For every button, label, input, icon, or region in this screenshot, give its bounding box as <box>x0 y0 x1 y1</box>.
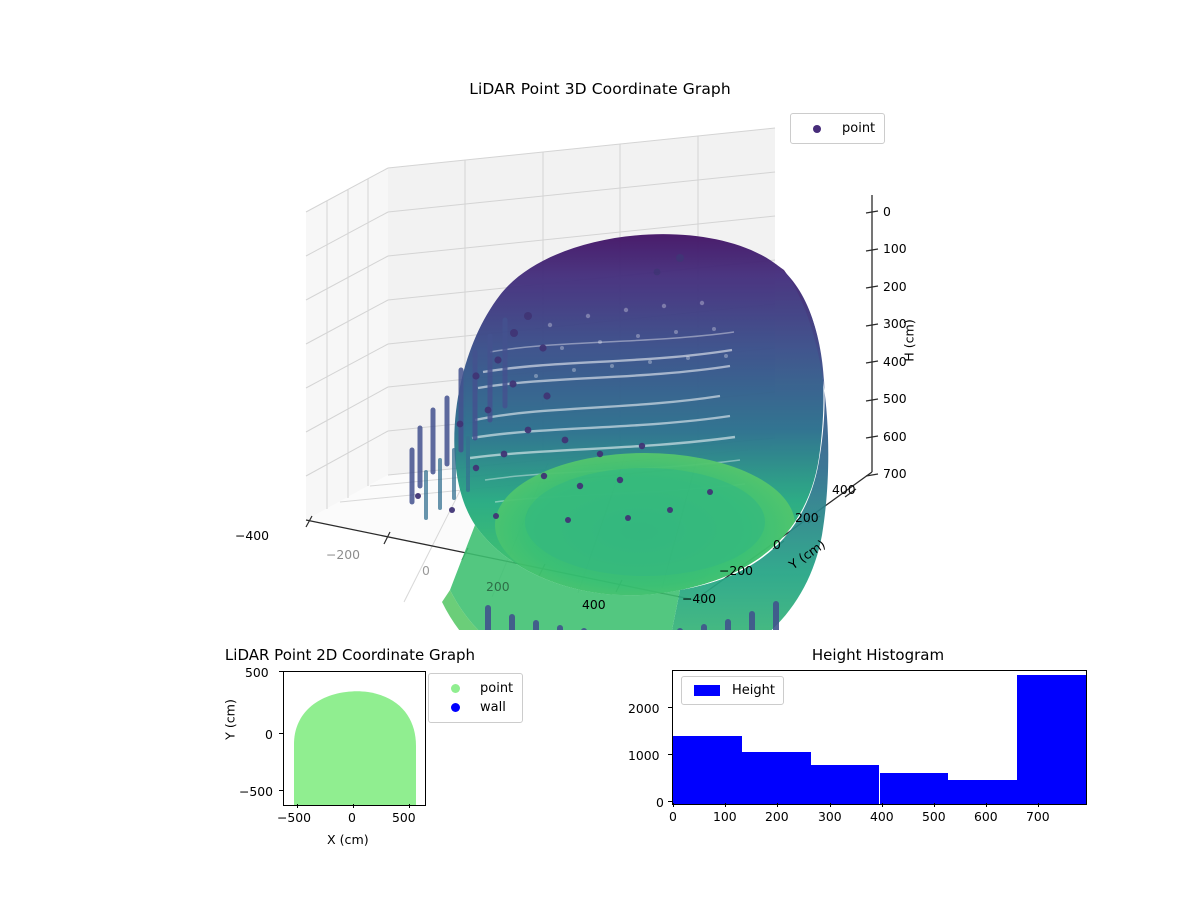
plot3d-zaxis-label: H (cm) <box>901 319 917 362</box>
legend-label-point: point <box>480 681 514 696</box>
plot3d-ytick-400: 400 <box>832 482 856 497</box>
hist-xtickmark-600 <box>986 803 988 807</box>
plot2d-ytickmark-500 <box>279 671 283 673</box>
plot2d-ytickmark-m500 <box>279 790 283 792</box>
scan-fingers-left <box>409 317 508 520</box>
lidar-2d-pointcloud <box>294 691 416 805</box>
plot3d-ztick-700: 700 <box>883 466 907 481</box>
hist-ytick-1000: 1000 <box>628 748 660 763</box>
plot2d-title: LiDAR Point 2D Coordinate Graph <box>224 646 476 664</box>
hist-ytick-2000: 2000 <box>628 701 660 716</box>
legend-entry-point: point <box>800 119 875 138</box>
hist-xtick-400: 400 <box>870 809 894 824</box>
histogram-bar <box>741 751 811 804</box>
plot2d-xtick-m500: −500 <box>277 810 312 825</box>
legend-label-height: Height <box>732 683 775 698</box>
histogram-bar <box>879 772 949 804</box>
hist-xtickmark-0 <box>673 803 675 807</box>
plot3d-title: LiDAR Point 3D Coordinate Graph <box>469 80 731 98</box>
hist-xtick-100: 100 <box>713 809 737 824</box>
plot3d-ztick-500: 500 <box>883 391 907 406</box>
legend-label-wall: wall <box>480 700 506 715</box>
plot2d-ytick-0: 0 <box>265 727 273 742</box>
plot3d-xtick-400: 400 <box>582 597 606 612</box>
axes3d-z-tickmarks <box>865 210 879 477</box>
histogram-bar <box>948 780 1018 804</box>
plot2d-legend[interactable]: point wall <box>428 673 524 723</box>
plot3d-ztick-600: 600 <box>883 429 907 444</box>
hist-xtick-700: 700 <box>1026 809 1050 824</box>
plot2d-ytick-m500: −500 <box>239 784 274 799</box>
histogram-bar <box>810 764 880 804</box>
legend-entry-height: Height <box>690 681 775 700</box>
lidar-point-cloud <box>409 234 829 630</box>
outlier-points <box>415 254 713 523</box>
plot3d-ztick-200: 200 <box>883 279 907 294</box>
plot3d-xtick-200: 200 <box>486 579 510 594</box>
point-marker-icon <box>438 684 472 693</box>
plot3d-ztick-400: 400 <box>883 354 907 369</box>
hist-xtickmark-700 <box>1038 803 1040 807</box>
lidar-2d-axes[interactable] <box>283 671 426 806</box>
hist-ytickmark-2000 <box>668 707 672 709</box>
hist-xtick-600: 600 <box>974 809 998 824</box>
plot3d-ztick-100: 100 <box>883 241 907 256</box>
hist-xtickmark-100 <box>725 803 727 807</box>
axes3d-svg <box>305 127 879 630</box>
histogram-title: Height Histogram <box>811 646 945 664</box>
plot2d-xtickmark-500 <box>409 804 411 808</box>
histogram-bar <box>1017 675 1086 804</box>
point-marker-icon <box>800 124 834 133</box>
hist-xtickmark-400 <box>882 803 884 807</box>
plot2d-ytick-500: 500 <box>245 665 269 680</box>
hist-ytickmark-0 <box>668 801 672 803</box>
hist-xtick-200: 200 <box>765 809 789 824</box>
legend-entry-wall: wall <box>438 698 513 717</box>
hist-xtickmark-200 <box>777 803 779 807</box>
plot2d-xtick-0: 0 <box>348 810 356 825</box>
plot3d-ztick-300: 300 <box>883 316 907 331</box>
scan-columns <box>485 601 779 630</box>
plot2d-ytickmark-0 <box>279 733 283 735</box>
histogram-legend[interactable]: Height <box>681 676 784 705</box>
hist-xtick-0: 0 <box>669 809 677 824</box>
histogram-bar <box>673 736 742 804</box>
wall-marker-icon <box>438 703 472 712</box>
plot3d-ztick-0: 0 <box>883 204 891 219</box>
height-bar-icon <box>690 685 724 696</box>
plot3d-xtick-m200: −200 <box>326 547 361 562</box>
hist-xtick-500: 500 <box>922 809 946 824</box>
plot3d-ytick-m400: −400 <box>682 591 717 606</box>
height-histogram-axes[interactable] <box>672 670 1087 805</box>
plot2d-xtickmark-m500 <box>297 804 299 808</box>
hist-ytick-0: 0 <box>656 795 664 810</box>
plot2d-yaxis-label: Y (cm) <box>222 699 238 740</box>
hist-xtickmark-500 <box>934 803 936 807</box>
legend-label-point: point <box>842 121 876 136</box>
plot3d-xtick-0: 0 <box>422 563 430 578</box>
hist-xtickmark-300 <box>830 803 832 807</box>
plot3d-ytick-200: 200 <box>795 510 819 525</box>
legend-entry-point: point <box>438 679 513 698</box>
plot2d-xtickmark-0 <box>353 804 355 808</box>
plot3d-ytick-0: 0 <box>773 537 781 552</box>
lidar-3d-axes[interactable]: 0 100 200 300 400 500 600 700 H (cm) −40… <box>235 120 920 630</box>
plot3d-ytick-m200: −200 <box>719 563 754 578</box>
hist-ytickmark-1000 <box>668 754 672 756</box>
plot3d-xtick-m400: −400 <box>235 528 270 543</box>
hist-xtick-300: 300 <box>818 809 842 824</box>
plot3d-legend[interactable]: point <box>790 113 886 144</box>
plot2d-xtick-500: 500 <box>392 810 416 825</box>
plot2d-xaxis-label: X (cm) <box>327 832 369 847</box>
